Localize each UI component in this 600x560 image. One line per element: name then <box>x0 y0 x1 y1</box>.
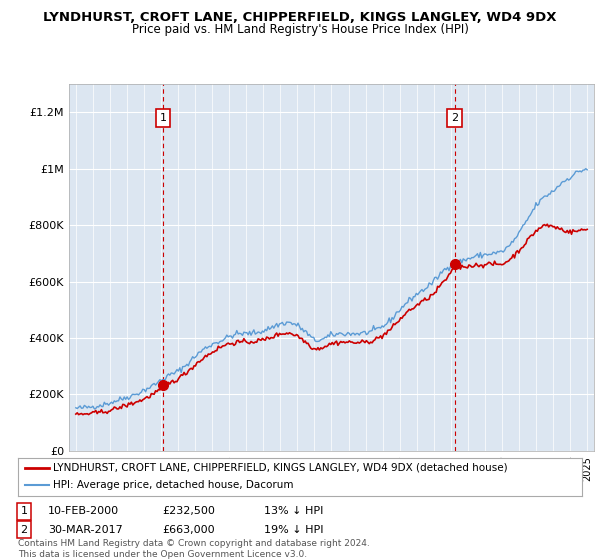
Text: Contains HM Land Registry data © Crown copyright and database right 2024.
This d: Contains HM Land Registry data © Crown c… <box>18 539 370 559</box>
Text: £663,000: £663,000 <box>162 525 215 535</box>
Text: 13% ↓ HPI: 13% ↓ HPI <box>264 506 323 516</box>
Text: 30-MAR-2017: 30-MAR-2017 <box>48 525 123 535</box>
Text: 19% ↓ HPI: 19% ↓ HPI <box>264 525 323 535</box>
Text: HPI: Average price, detached house, Dacorum: HPI: Average price, detached house, Daco… <box>53 480 293 491</box>
Text: £232,500: £232,500 <box>162 506 215 516</box>
Text: 1: 1 <box>20 506 28 516</box>
Text: LYNDHURST, CROFT LANE, CHIPPERFIELD, KINGS LANGLEY, WD4 9DX: LYNDHURST, CROFT LANE, CHIPPERFIELD, KIN… <box>43 11 557 25</box>
Text: 1: 1 <box>160 113 167 123</box>
Text: LYNDHURST, CROFT LANE, CHIPPERFIELD, KINGS LANGLEY, WD4 9DX (detached house): LYNDHURST, CROFT LANE, CHIPPERFIELD, KIN… <box>53 463 508 473</box>
Text: 2: 2 <box>451 113 458 123</box>
Text: Price paid vs. HM Land Registry's House Price Index (HPI): Price paid vs. HM Land Registry's House … <box>131 22 469 36</box>
Text: 2: 2 <box>20 525 28 535</box>
Text: 10-FEB-2000: 10-FEB-2000 <box>48 506 119 516</box>
